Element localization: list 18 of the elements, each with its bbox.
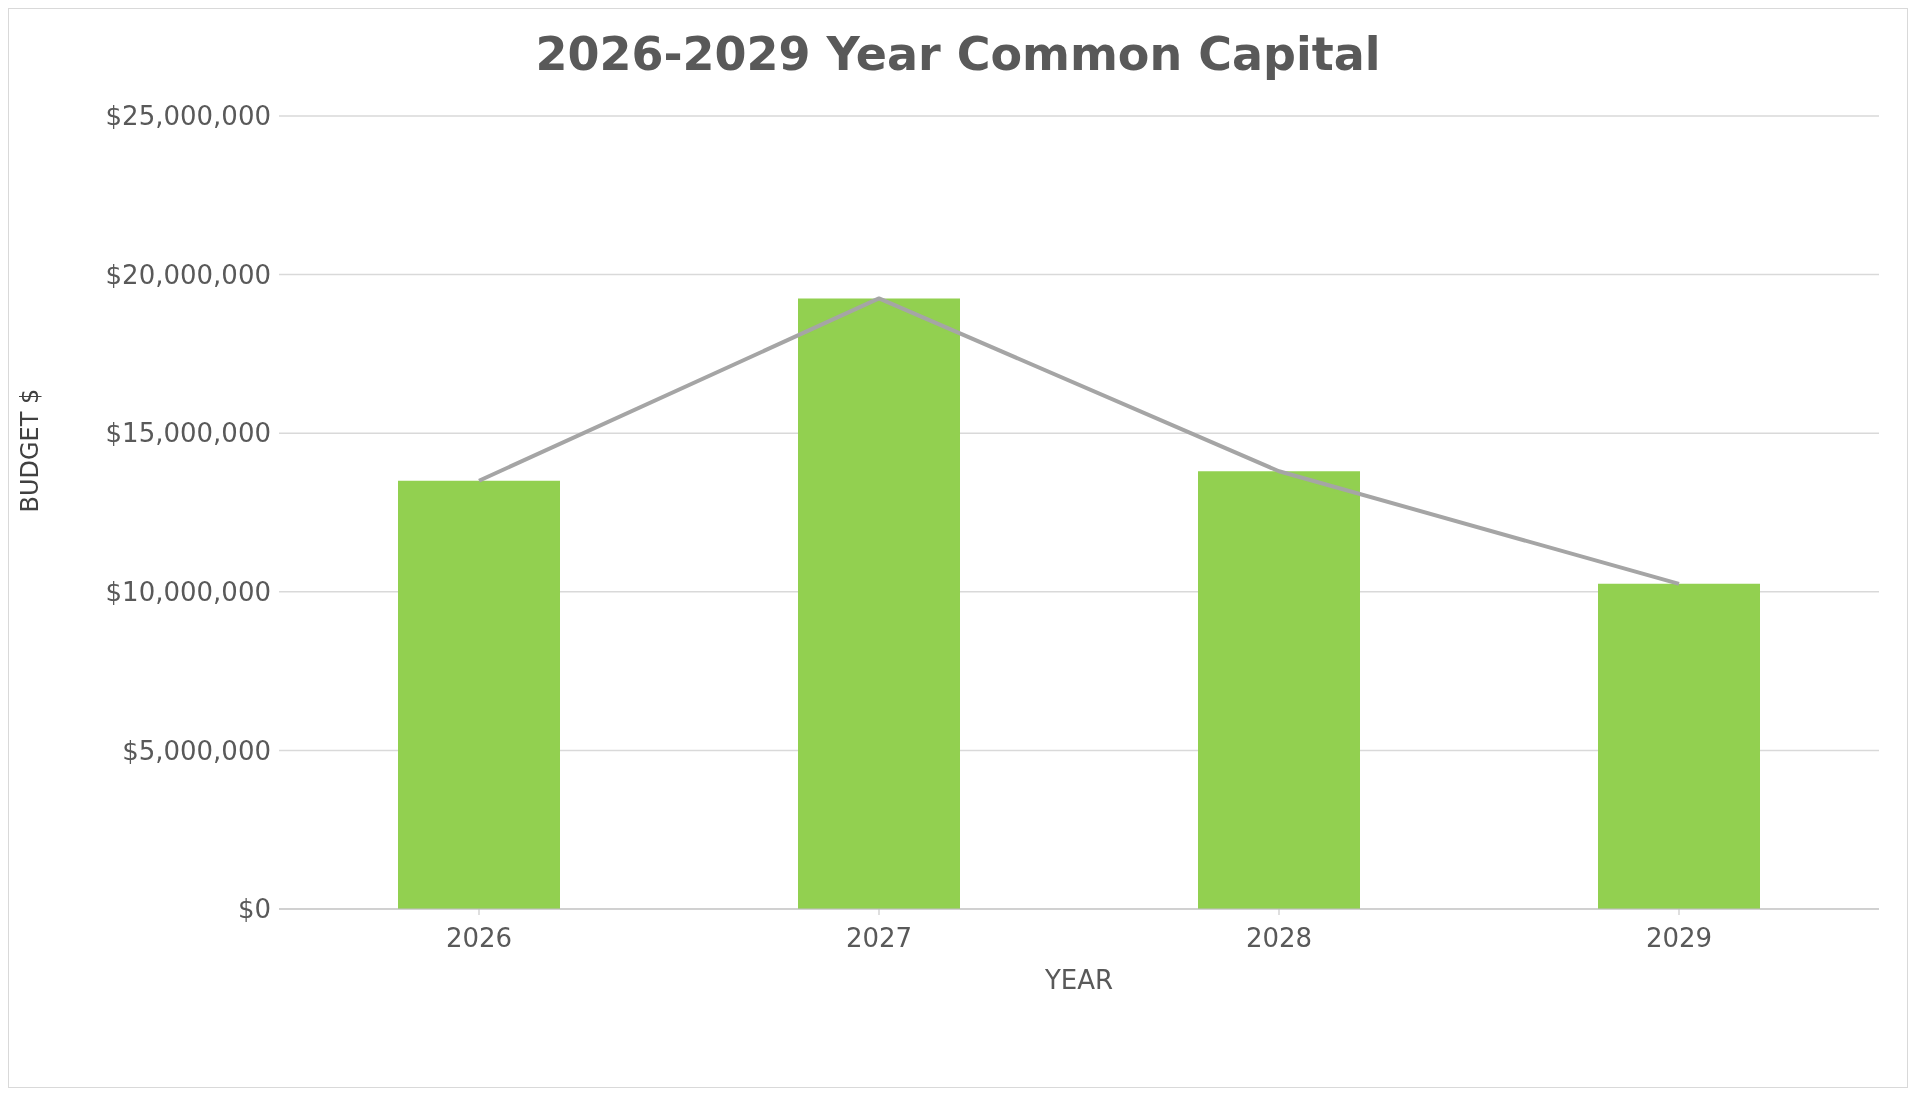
- chart-title: 2026-2029 Year Common Capital: [534, 27, 1382, 81]
- y-tick-label: $5,000,000: [122, 735, 271, 766]
- x-tick-label: 2029: [1645, 923, 1713, 954]
- y-tick-label: $0: [237, 894, 271, 925]
- bar: [1198, 471, 1360, 909]
- x-tick-label: 2027: [845, 923, 913, 954]
- y-tick-label: $25,000,000: [105, 101, 271, 132]
- y-tick-label: $20,000,000: [105, 259, 271, 290]
- x-axis-title: YEAR: [1043, 965, 1114, 995]
- y-tick-label: $10,000,000: [105, 577, 271, 608]
- y-axis-title: BUDGET $: [15, 388, 44, 513]
- line-series: [477, 296, 1681, 586]
- x-tick-label: 2026: [445, 923, 513, 954]
- y-tick-label: $15,000,000: [105, 418, 271, 449]
- bar: [798, 298, 960, 909]
- x-tick-label: 2028: [1245, 923, 1313, 954]
- bar: [1598, 583, 1760, 909]
- bar: [398, 480, 560, 909]
